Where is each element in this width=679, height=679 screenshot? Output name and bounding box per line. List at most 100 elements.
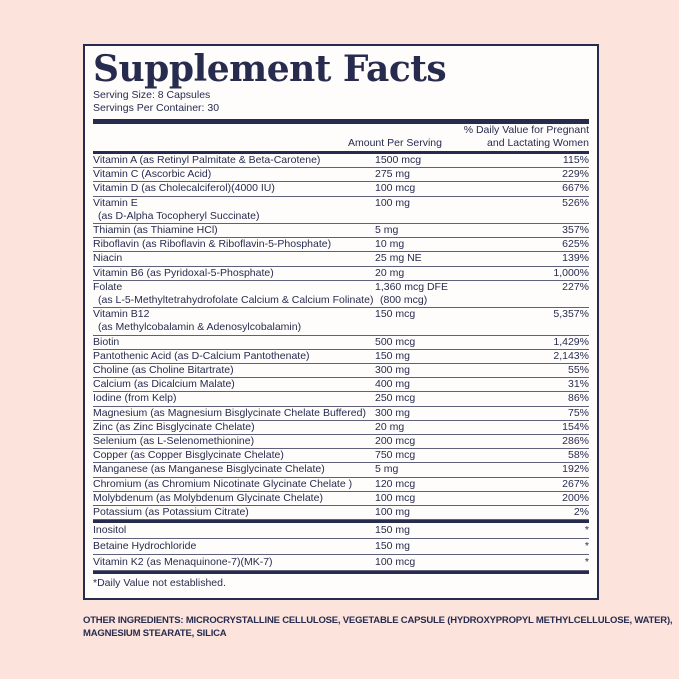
nutrient-name: Molybdenum (as Molybdenum Glycinate Chel…	[93, 491, 323, 504]
nutrient-amount: 750 mcg	[375, 449, 416, 462]
nutrient-amount: 100 mcg	[375, 556, 416, 569]
nutrient-name: Chromium (as Chromium Nicotinate Glycina…	[93, 477, 353, 490]
table-row: Vitamin B12 (as Methylcobalamin & Adenos…	[93, 308, 589, 336]
nutrient-dv: 154%	[562, 420, 589, 433]
nutrient-name: Inositol	[93, 524, 127, 537]
nutrient-amount: 500 mcg	[375, 335, 416, 348]
panel-title: Supplement Facts	[93, 48, 447, 90]
divider-section	[93, 520, 589, 524]
nutrient-dv: *	[584, 556, 589, 569]
nutrient-name: Manganese (as Manganese Bisglycinate Che…	[93, 463, 325, 476]
nutrient-name: Betaine Hydrochloride	[93, 540, 197, 553]
nutrient-dv: 75%	[567, 406, 589, 419]
table-row: Manganese (as Manganese Bisglycinate Che…	[93, 463, 589, 478]
column-headers: Amount Per Serving % Daily Value for Pre…	[93, 124, 589, 151]
nutrient-name: Magnesium (as Magnesium Bisglycinate Che…	[93, 406, 366, 419]
nutrient-amount: 10 mg	[375, 238, 405, 251]
serving-size: Serving Size: 8 Capsules	[93, 89, 211, 101]
nutrient-amount: 300 mg	[375, 406, 411, 419]
nutrient-amount: 20 mg	[375, 266, 405, 279]
footnote: *Daily Value not established.	[93, 576, 226, 589]
nutrient-name: Choline (as Choline Bitartrate)	[93, 364, 234, 377]
nutrient-amount: 400 mg	[375, 378, 411, 391]
nutrient-dv: 200%	[562, 491, 589, 504]
table-row: Choline (as Choline Bitartrate) 300 mg 5…	[93, 364, 589, 379]
nutrient-dv: 526%	[562, 196, 589, 209]
nutrient-name: Niacin	[93, 252, 123, 265]
nutrient-dv: 357%	[562, 224, 589, 237]
table-row: Biotin 500 mcg 1,429%	[93, 336, 589, 350]
nutrient-name: Iodine (from Kelp)	[93, 392, 177, 405]
table-row: Vitamin D (as Cholecalciferol)(4000 IU) …	[93, 182, 589, 197]
other-ingredients: OTHER INGREDIENTS: MICROCRYSTALLINE CELL…	[83, 614, 673, 640]
nutrient-dv: 667%	[562, 182, 589, 195]
nutrient-name: Vitamin D (as Cholecalciferol)(4000 IU)	[93, 182, 275, 195]
nutrient-name: Vitamin K2 (as Menaquinone-7)(MK-7)	[93, 556, 273, 569]
nutrient-dv: *	[584, 540, 589, 553]
nutrient-name: Thiamin (as Thiamine HCl)	[93, 224, 218, 237]
table-row: Vitamin E (as D-Alpha Tocopheryl Succina…	[93, 196, 589, 225]
nutrient-amount: 1500 mcg	[375, 154, 422, 166]
nutrient-name: Vitamin C (Ascorbic Acid)	[93, 168, 212, 181]
other-ingredients-label: OTHER INGREDIENTS:	[83, 615, 184, 626]
nutrient-amount: 5 mg	[375, 224, 399, 237]
nutrient-dv: 1,429%	[553, 335, 589, 348]
nutrient-amount: 250 mcg	[375, 392, 416, 405]
nutrient-name: Vitamin B6 (as Pyridoxal-5-Phosphate)	[93, 266, 274, 279]
table-row: Pantothenic Acid (as D-Calcium Pantothen…	[93, 349, 589, 365]
nutrient-amount: 150 mg	[375, 524, 411, 537]
dv-header-line1: % Daily Value for Pregnant	[463, 124, 589, 136]
nutrient-dv: 58%	[567, 449, 589, 462]
table-row: Vitamin C (Ascorbic Acid) 275 mg 229%	[93, 168, 589, 183]
nutrient-name: Pantothenic Acid (as D-Calcium Pantothen…	[93, 349, 310, 362]
table-row: Vitamin A (as Retinyl Palmitate & Beta-C…	[93, 154, 589, 169]
nutrient-amount: 20 mg	[375, 420, 405, 433]
nutrient-dv: 192%	[562, 463, 589, 476]
nutrient-amount: 275 mg	[375, 168, 411, 181]
supplement-facts-panel: Supplement Facts Serving Size: 8 Capsule…	[83, 44, 599, 600]
nutrient-dv: 267%	[562, 477, 589, 490]
divider-header	[93, 151, 589, 154]
table-row: Niacin 25 mg NE 139%	[93, 252, 589, 267]
nutrient-name: Biotin	[93, 335, 120, 348]
table-row: Vitamin B6 (as Pyridoxal-5-Phosphate) 20…	[93, 267, 589, 281]
nutrient-amount: 25 mg NE	[375, 252, 422, 265]
nutrient-amount: 300 mg	[375, 364, 411, 377]
nutrient-name: Calcium (as Dicalcium Malate)	[93, 378, 235, 391]
nutrient-dv: 625%	[562, 238, 589, 251]
nutrient-name: Vitamin B12	[93, 308, 150, 321]
nutrient-name: Copper (as Copper Bisglycinate Chelate)	[93, 449, 284, 462]
nutrient-amount: 120 mcg	[375, 477, 416, 490]
nutrient-amount: 5 mg	[375, 463, 399, 476]
nutrient-dv: 139%	[562, 252, 589, 265]
nutrient-dv: 86%	[567, 392, 589, 405]
divider-footnote	[93, 571, 589, 575]
other-ingredients-line2: MAGNESIUM STEARATE, SILICA	[83, 628, 227, 639]
divider-top	[93, 119, 589, 124]
table-row: Molybdenum (as Molybdenum Glycinate Chel…	[93, 491, 589, 507]
nutrient-dv: 227%	[562, 280, 589, 293]
nutrient-amount: 200 mcg	[375, 435, 416, 448]
nutrient-name: Zinc (as Zinc Bisglycinate Chelate)	[93, 420, 255, 433]
table-row: Chromium (as Chromium Nicotinate Glycina…	[93, 478, 589, 492]
nutrient-dv: 286%	[562, 435, 589, 448]
table-row: Copper (as Copper Bisglycinate Chelate) …	[93, 449, 589, 464]
table-row: Thiamin (as Thiamine HCl) 5 mg 357%	[93, 224, 589, 239]
nutrient-name: Potassium (as Potassium Citrate)	[93, 506, 249, 519]
dv-header-line2: and Lactating Women	[487, 136, 589, 149]
nutrient-amount: 100 mg	[375, 196, 411, 209]
table-row: Calcium (as Dicalcium Malate) 400 mg 31%	[93, 378, 589, 393]
nutrient-name-sub: (as L-5-Methyltetrahydrofolate Calcium &…	[98, 294, 374, 307]
nutrient-amount-sub: (800 mcg)	[380, 294, 428, 307]
table-row: Selenium (as L-Selenomethionine) 200 mcg…	[93, 435, 589, 450]
column-header-amount: Amount Per Serving	[348, 137, 442, 149]
nutrient-dv: *	[584, 524, 589, 537]
nutrient-name-sub: (as Methylcobalamin & Adenosylcobalamin)	[98, 321, 302, 334]
nutrient-amount: 150 mg	[375, 349, 411, 362]
nutrient-dv: 5,357%	[553, 308, 589, 321]
nutrient-amount: 150 mcg	[375, 308, 416, 321]
nutrient-name: Selenium (as L-Selenomethionine)	[93, 435, 255, 448]
table-row: Zinc (as Zinc Bisglycinate Chelate) 20 m…	[93, 420, 589, 436]
table-row: Inositol 150 mg *	[93, 523, 589, 540]
